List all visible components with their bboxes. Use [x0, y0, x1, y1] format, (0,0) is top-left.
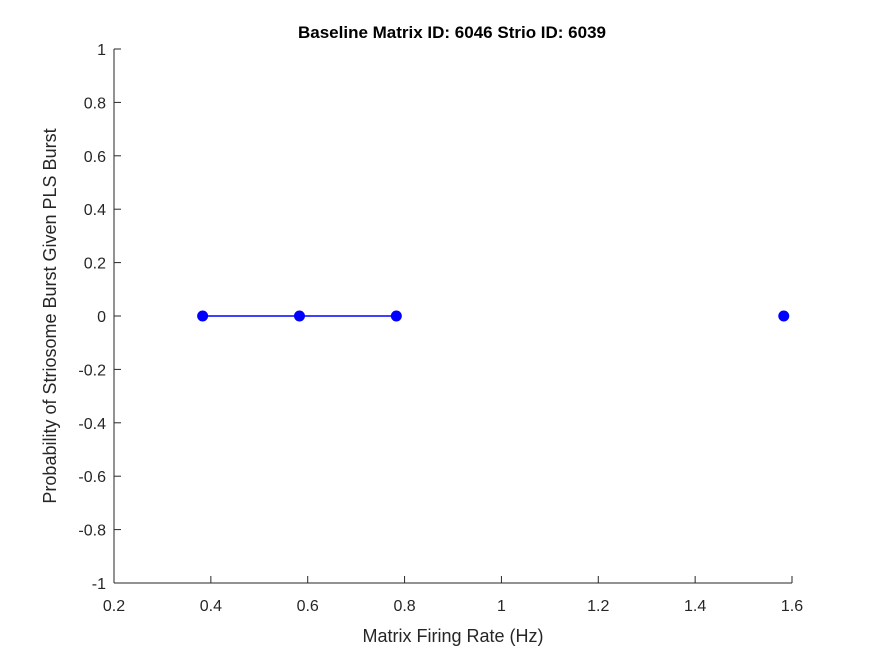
series-points [197, 310, 790, 322]
x-tick-label: 0.4 [200, 598, 222, 615]
y-tick-label: 0.6 [84, 149, 106, 166]
data-point [197, 310, 209, 322]
data-point [390, 310, 402, 322]
y-axis-label: Probability of Striosome Burst Given PLS… [40, 128, 60, 503]
x-axis-ticks: 0.2 0.4 0.6 0.8 1 1.2 1.4 1.6 [103, 576, 803, 615]
x-tick-label: 1.6 [781, 598, 803, 615]
y-tick-label: -0.4 [78, 416, 106, 433]
y-tick-label: 0 [97, 309, 106, 326]
y-axis-ticks: -1 -0.8 -0.6 -0.4 -0.2 0 0.2 0.4 0.6 0.8 1 [78, 42, 121, 593]
y-tick-label: -0.2 [78, 362, 106, 379]
x-tick-label: 0.6 [297, 598, 319, 615]
x-tick-label: 1 [497, 598, 506, 615]
y-tick-label: 1 [97, 42, 106, 59]
chart-title: Baseline Matrix ID: 6046 Strio ID: 6039 [298, 23, 606, 42]
x-axis-label: Matrix Firing Rate (Hz) [362, 626, 543, 646]
y-tick-label: 0.2 [84, 256, 106, 273]
x-tick-label: 0.2 [103, 598, 125, 615]
y-tick-label: 0.4 [84, 202, 106, 219]
data-point [778, 310, 790, 322]
y-tick-label: -0.8 [78, 523, 106, 540]
x-tick-label: 1.4 [684, 598, 706, 615]
y-tick-label: 0.8 [84, 95, 106, 112]
y-tick-label: -1 [92, 576, 106, 593]
x-tick-label: 1.2 [587, 598, 609, 615]
x-tick-label: 0.8 [393, 598, 415, 615]
data-point [293, 310, 305, 322]
y-tick-label: -0.6 [78, 469, 106, 486]
